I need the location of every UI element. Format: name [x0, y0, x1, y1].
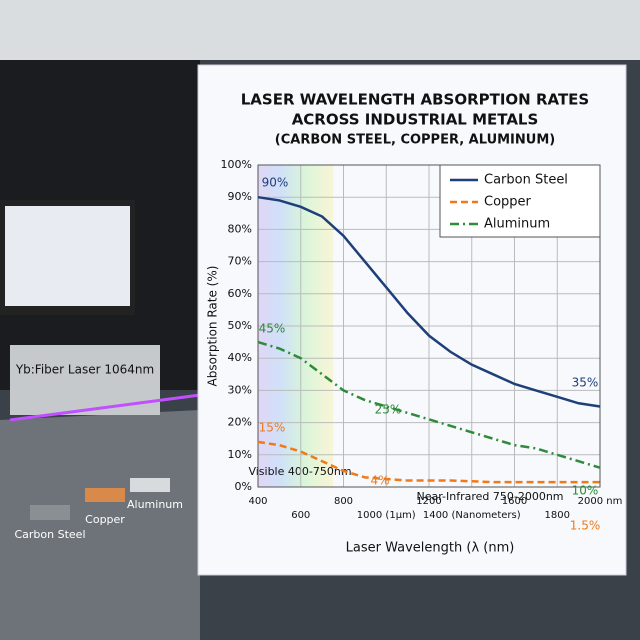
copper-sample — [85, 488, 125, 502]
annotation: 15% — [259, 421, 286, 435]
x-tick-label: 1600 — [502, 496, 527, 507]
annotation: 10% — [572, 484, 599, 498]
y-tick-label: 10% — [228, 448, 252, 461]
optical-table — [0, 410, 200, 640]
x-tick-label: 1800 — [545, 510, 570, 521]
legend-label: Copper — [484, 195, 532, 210]
chart-subtitle: (CARBON STEEL, COPPER, ALUMINUM) — [275, 133, 555, 148]
series-line — [257, 340, 601, 469]
y-tick-label: 50% — [228, 319, 252, 332]
aluminum-sample — [130, 478, 170, 492]
sample-label: Aluminum — [127, 498, 183, 511]
chart-title: LASER WAVELENGTH ABSORPTION RATES — [241, 91, 589, 109]
annotation: 45% — [259, 322, 286, 336]
annotation: 25% — [375, 403, 402, 417]
steel-sample — [30, 505, 70, 520]
ceiling — [0, 0, 640, 60]
legend-label: Carbon Steel — [484, 173, 568, 188]
series-line — [257, 440, 600, 484]
legend-label: Aluminum — [484, 217, 550, 232]
x-tick-label: 1400 (Nanometers) — [423, 510, 521, 521]
x-tick-label: 1200 — [416, 496, 441, 507]
annotation: 35% — [572, 376, 599, 390]
x-tick-label: 1000 (1μm) — [357, 510, 416, 521]
x-axis-label: Laser Wavelength (λ (nm) — [346, 541, 515, 556]
y-tick-label: 30% — [228, 383, 252, 396]
y-tick-label: 90% — [228, 190, 252, 203]
sample-label: Copper — [85, 513, 125, 526]
x-tick-label: 800 — [334, 496, 353, 507]
y-tick-label: 0% — [235, 480, 252, 493]
y-tick-label: 20% — [228, 416, 252, 429]
y-tick-label: 60% — [228, 287, 252, 300]
x-tick-label: 2000 nm — [578, 496, 623, 507]
y-tick-label: 40% — [228, 351, 252, 364]
y-tick-label: 80% — [228, 222, 252, 235]
y-axis-label: Absorption Rate (%) — [206, 266, 220, 387]
chart-title: ACROSS INDUSTRIAL METALS — [292, 111, 539, 129]
y-tick-label: 100% — [221, 158, 252, 171]
x-tick-label: 400 — [248, 496, 267, 507]
region-label: Visible 400-750nm — [248, 465, 351, 478]
plot-frame — [257, 164, 601, 488]
y-tick-label: 70% — [228, 255, 252, 268]
x-tick-label: 600 — [291, 510, 310, 521]
laser-beam — [9, 393, 201, 422]
series-line — [257, 195, 601, 408]
laser-label: Yb:Fiber Laser 1064nm — [15, 363, 154, 377]
region-label: Near-Infrared 750-2000nm — [416, 490, 563, 503]
sample-label: Carbon Steel — [14, 528, 85, 541]
annotation: 90% — [262, 176, 289, 190]
annotation: 4% — [370, 474, 389, 488]
monitor-screen — [5, 206, 130, 306]
annotation: 1.5% — [570, 519, 601, 533]
